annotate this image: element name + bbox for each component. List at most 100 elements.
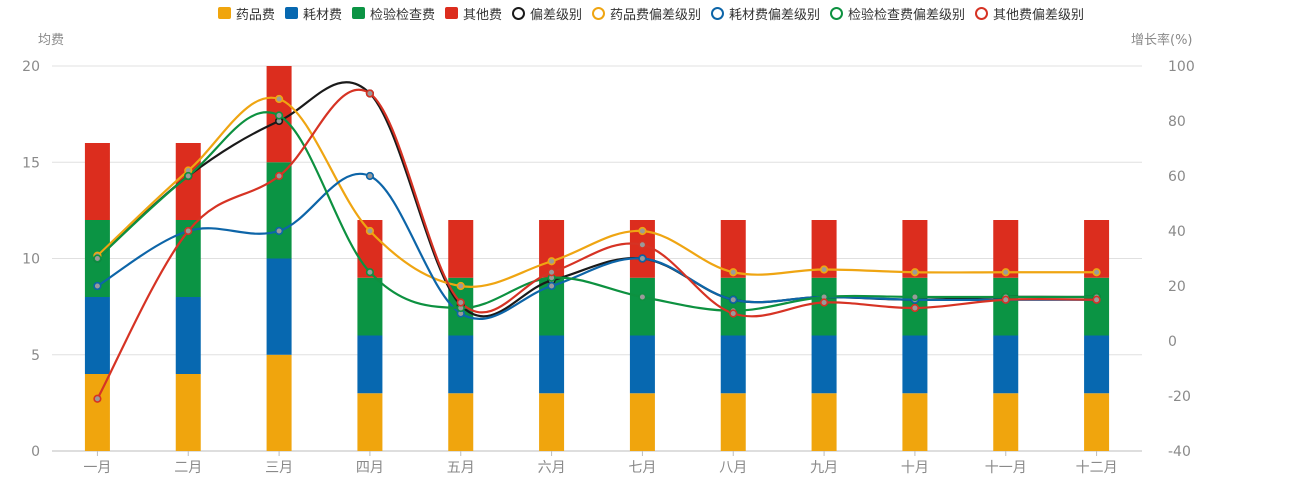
y-right-tick-label: 20	[1168, 279, 1186, 295]
data-point	[729, 268, 738, 277]
x-tick-label: 十二月	[1076, 460, 1118, 476]
data-point	[729, 295, 738, 304]
x-tick-label: 三月	[265, 460, 293, 476]
legend-item[interactable]: 偏差级别	[511, 4, 582, 23]
bar-segment	[993, 220, 1019, 278]
series-line	[96, 81, 1097, 318]
bar-segment	[539, 335, 565, 394]
legend-label: 药品费	[235, 7, 275, 23]
bar-segment	[357, 393, 383, 451]
y-right-tick-label: 100	[1168, 59, 1195, 75]
bar-segment	[266, 354, 292, 451]
bar-segment	[720, 393, 746, 451]
y-right-tick-label: 80	[1168, 114, 1186, 130]
bar-segment	[84, 374, 110, 451]
legend-item[interactable]: 药品费偏差级别	[592, 4, 701, 23]
bar-segment	[629, 393, 655, 451]
legend-label: 药品费偏差级别	[610, 7, 702, 23]
x-tick-label: 四月	[356, 460, 384, 476]
y-left-tick-label: 15	[22, 155, 40, 171]
y-left-tick-label: 5	[31, 348, 40, 364]
data-point	[910, 292, 920, 302]
legend-ring-icon	[711, 6, 725, 20]
bar-segment	[720, 335, 746, 394]
data-point	[1092, 268, 1101, 277]
data-point	[729, 309, 738, 318]
bar-segment	[175, 374, 201, 451]
legend-item[interactable]: 检验检查费	[351, 4, 435, 23]
data-point	[274, 171, 284, 181]
bar-segment	[720, 277, 746, 336]
bar-segment	[811, 393, 837, 451]
bar-segment	[811, 335, 837, 394]
bar-segment	[993, 335, 1019, 394]
legend-square-icon	[444, 7, 458, 19]
bar-segment	[357, 277, 383, 336]
data-point	[365, 171, 375, 181]
data-point	[547, 257, 556, 266]
legend-square-icon	[351, 7, 365, 19]
bar-segment	[1084, 220, 1110, 278]
bar-segment	[902, 335, 928, 394]
series-line	[96, 111, 1097, 312]
legend-square-icon	[284, 7, 298, 19]
x-tick-label: 六月	[538, 460, 566, 476]
y-right-tick-label: 40	[1168, 224, 1186, 240]
data-point	[1001, 295, 1010, 304]
bar-segment	[175, 143, 201, 220]
legend-label: 偏差级别	[529, 7, 582, 23]
legend-ring-icon	[592, 6, 605, 20]
y-right-tick-label: 0	[1168, 334, 1177, 350]
bar-segment	[720, 220, 746, 278]
data-point	[93, 281, 102, 291]
legend-item[interactable]: 药品费	[217, 4, 275, 23]
bar-segment	[902, 220, 928, 278]
bar-segment	[84, 143, 110, 220]
legend-label: 耗材费偏差级别	[729, 7, 821, 23]
legend-square-icon	[217, 7, 231, 19]
data-point	[819, 265, 829, 274]
x-tick-label: 九月	[810, 460, 838, 476]
bar-segment	[266, 258, 292, 355]
bar-segment	[902, 393, 928, 451]
data-point	[910, 268, 920, 277]
y-left-tick-label: 0	[31, 444, 40, 460]
data-point	[274, 226, 284, 236]
data-point	[274, 111, 284, 120]
data-point	[638, 226, 647, 236]
legend: 药品费 耗材费 检验检查费 其他费 偏差级别 药品费偏差级别 耗材费偏差级别 检验检查费偏差级…	[0, 2, 1302, 24]
y-left-tick-label: 20	[22, 59, 40, 75]
legend-label: 其他费偏差级别	[993, 7, 1085, 23]
data-point	[547, 281, 556, 291]
legend-item[interactable]: 检验检查费偏差级别	[830, 4, 965, 23]
legend-item[interactable]: 其他费	[444, 4, 502, 23]
data-point	[93, 394, 102, 403]
x-tick-label: 二月	[174, 460, 202, 476]
legend-item[interactable]: 耗材费	[284, 4, 342, 23]
x-tick-label: 七月	[628, 460, 656, 476]
data-point	[1092, 295, 1101, 304]
x-tick-label: 八月	[719, 460, 747, 476]
y-left-tick-label: 10	[22, 252, 40, 268]
legend-ring-icon	[830, 6, 844, 20]
data-point	[456, 298, 465, 307]
data-point	[638, 292, 647, 302]
y-right-tick-label: -40	[1168, 444, 1191, 460]
bar-segment	[1084, 393, 1110, 451]
legend-item[interactable]: 其他费偏差级别	[975, 4, 1084, 23]
bar-segment	[84, 297, 110, 374]
legend-label: 检验检查费	[369, 7, 435, 23]
legend-ring-icon	[975, 6, 989, 20]
x-tick-label: 五月	[447, 460, 475, 476]
data-point	[93, 254, 102, 263]
bar-segment	[448, 393, 474, 451]
y-right-tick-label: 60	[1168, 169, 1186, 185]
data-point	[274, 94, 284, 104]
legend-item[interactable]: 耗材费偏差级别	[711, 4, 820, 23]
data-point	[365, 226, 375, 236]
data-point	[638, 254, 647, 263]
bar-segment	[448, 335, 474, 394]
y-axis-right-title: 增长率(%)	[1131, 33, 1193, 48]
